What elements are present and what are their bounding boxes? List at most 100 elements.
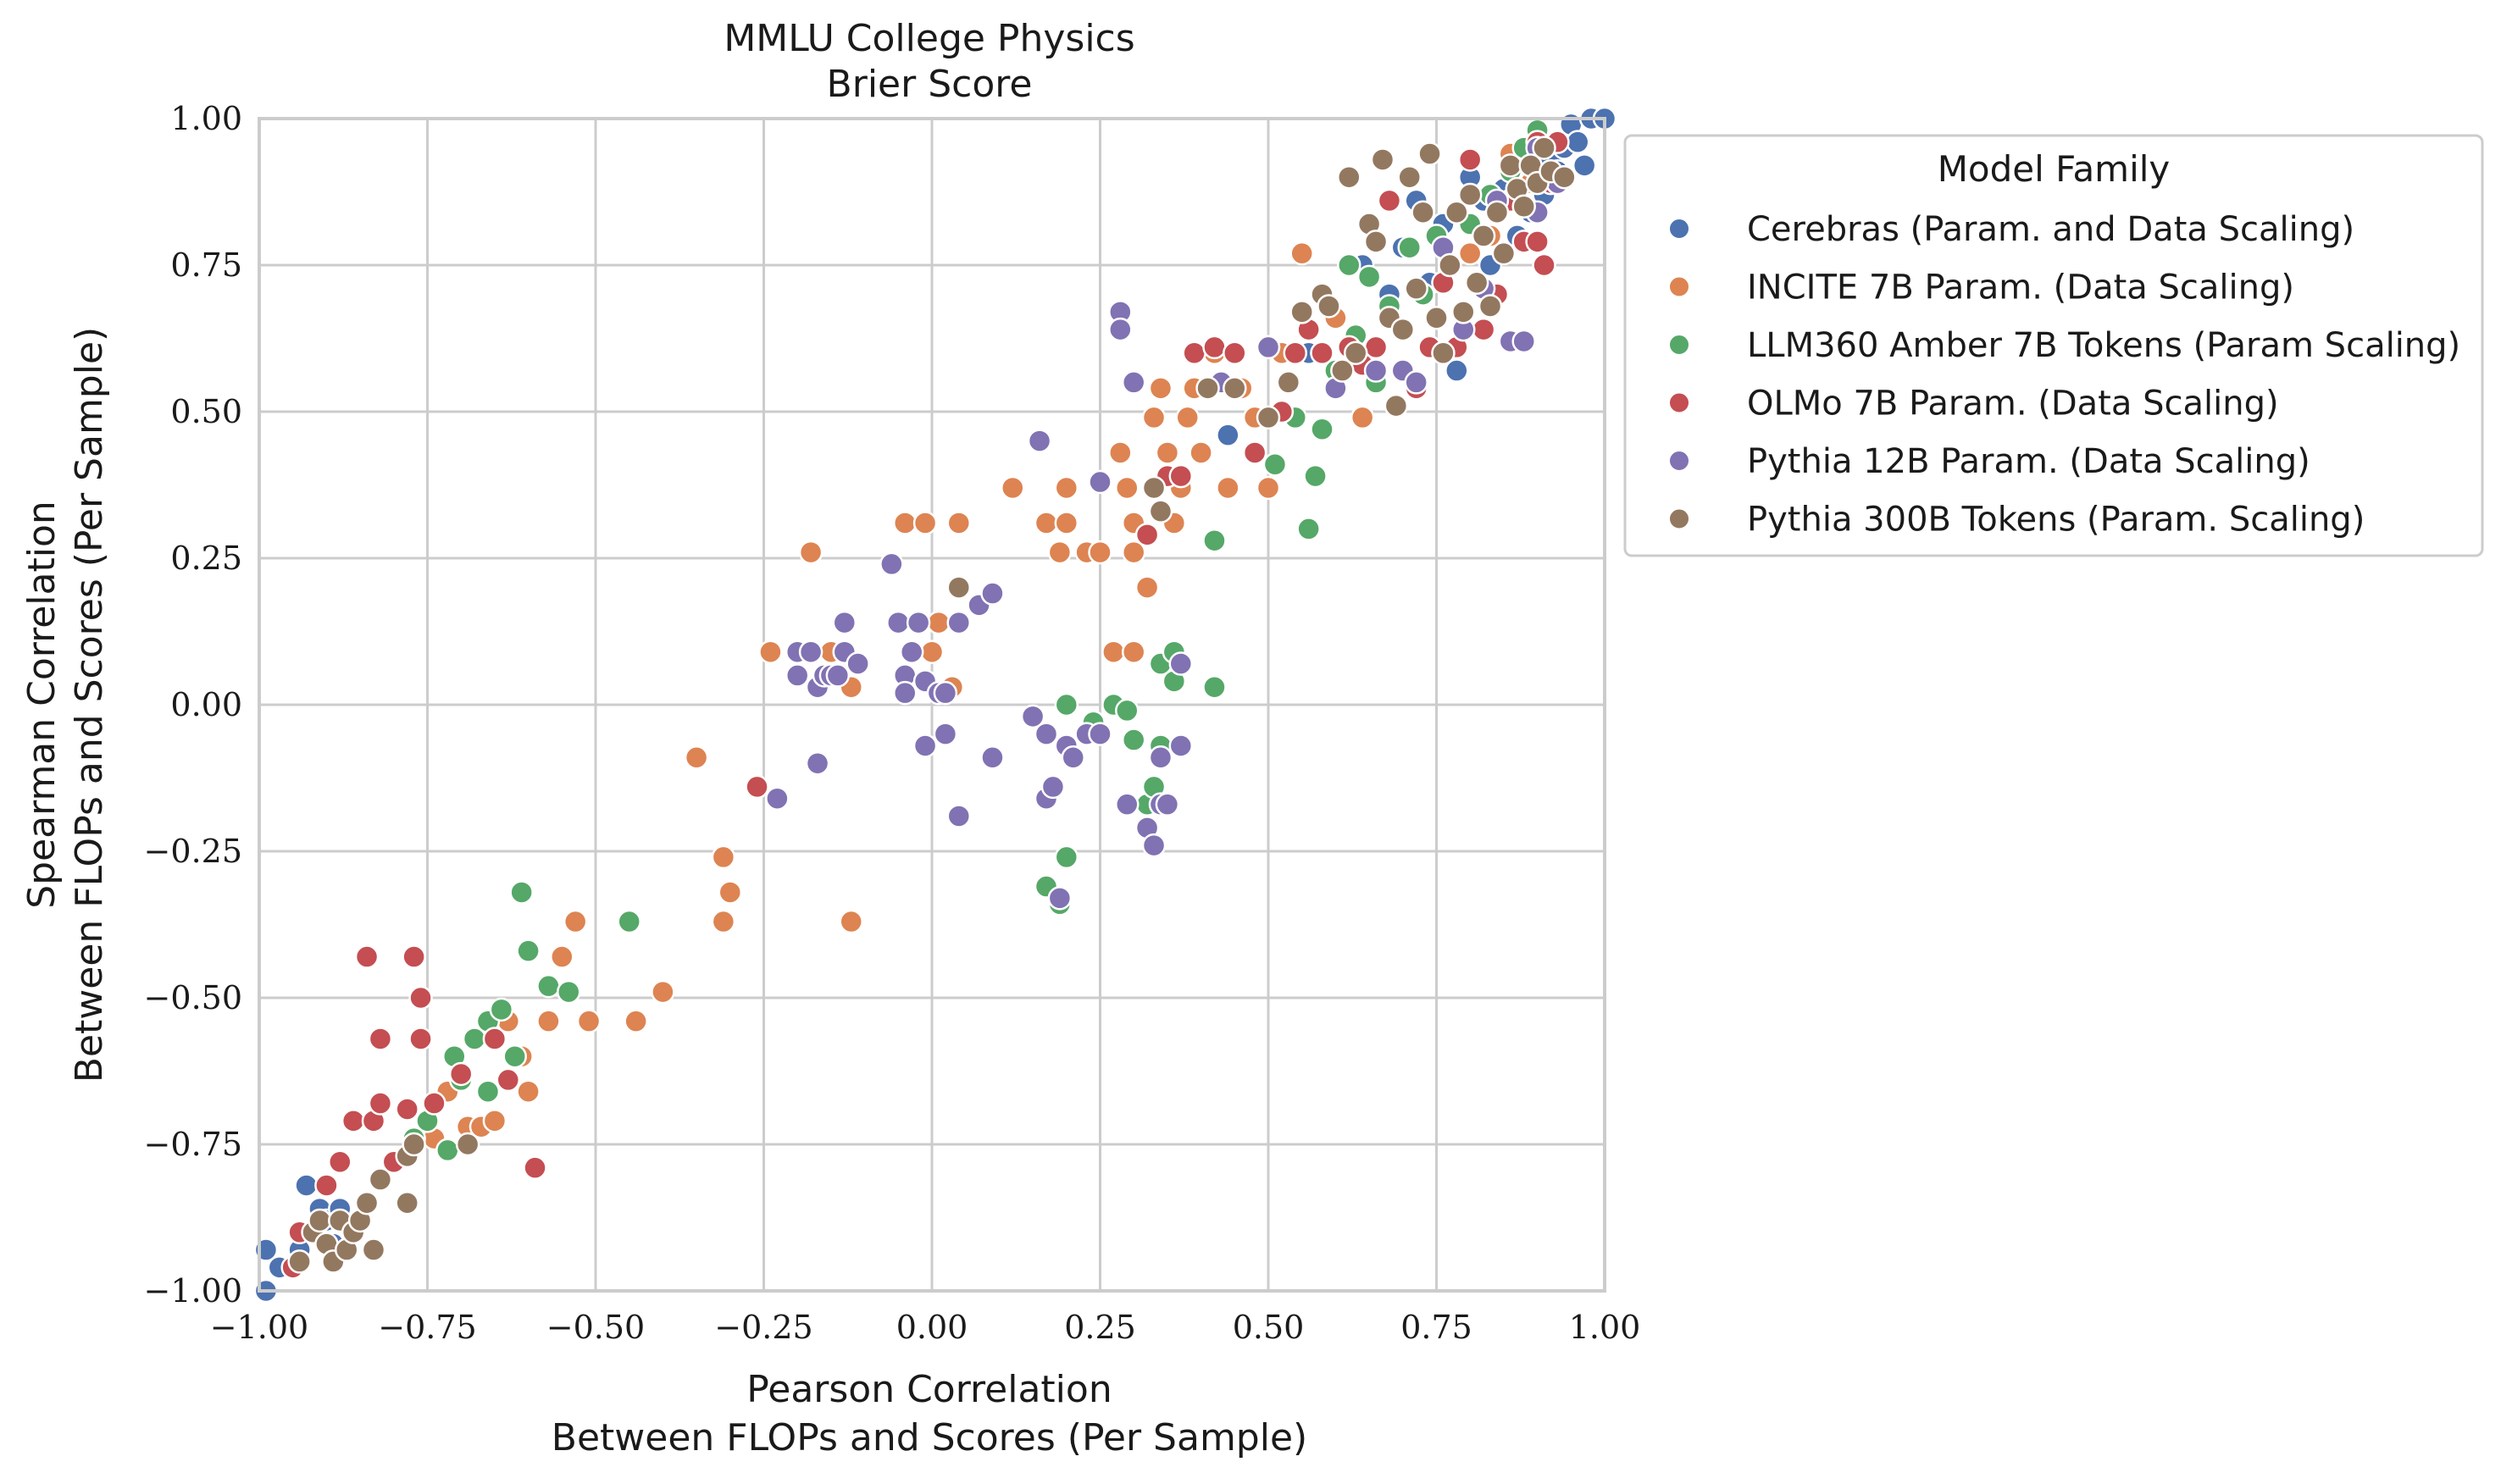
- data-point: [624, 1009, 648, 1033]
- data-point: [798, 640, 824, 664]
- x-axis-label-line2: Between FLOPs and Scores (Per Sample): [552, 1416, 1307, 1459]
- data-point: [1397, 235, 1422, 260]
- legend-entry-label: Cerebras (Param. and Data Scaling): [1747, 210, 2354, 249]
- data-point: [1565, 130, 1590, 154]
- data-point: [408, 985, 433, 1011]
- data-point: [368, 1091, 393, 1116]
- data-point: [1115, 792, 1140, 817]
- data-point: [1484, 200, 1510, 224]
- data-point: [892, 511, 918, 535]
- data-point: [402, 944, 426, 969]
- data-point: [785, 663, 810, 688]
- data-point: [482, 1109, 507, 1133]
- data-point: [1115, 475, 1140, 501]
- data-point: [1337, 252, 1361, 278]
- data-point: [946, 511, 972, 535]
- data-point: [1182, 341, 1206, 366]
- data-point: [1370, 147, 1395, 172]
- data-point: [368, 1027, 393, 1051]
- data-point: [1148, 376, 1173, 401]
- y-tick-label: 0.75: [170, 246, 242, 284]
- data-point: [1390, 317, 1416, 342]
- x-tick-label: −1.00: [210, 1309, 308, 1346]
- data-point: [1155, 440, 1180, 465]
- data-point: [1256, 335, 1281, 360]
- data-point: [509, 880, 534, 905]
- data-point: [1411, 200, 1435, 224]
- data-point: [1356, 264, 1382, 290]
- data-point: [361, 1238, 386, 1262]
- data-point: [839, 909, 863, 934]
- data-point: [1397, 164, 1422, 190]
- y-tick-label: −0.25: [144, 833, 242, 870]
- data-point: [1115, 698, 1140, 723]
- data-point: [1141, 405, 1167, 430]
- y-tick-label: −1.00: [144, 1272, 242, 1310]
- data-point: [1310, 341, 1334, 366]
- data-point: [1310, 417, 1334, 442]
- data-point: [1195, 376, 1220, 401]
- data-point: [489, 997, 514, 1022]
- data-point: [1061, 745, 1085, 770]
- data-point: [1457, 241, 1483, 266]
- data-point: [1168, 463, 1194, 489]
- data-point: [1001, 475, 1025, 501]
- data-point: [1134, 575, 1160, 600]
- data-point: [408, 1027, 433, 1051]
- y-tick-label: 0.25: [170, 540, 242, 577]
- data-point: [1283, 341, 1308, 366]
- y-tick-label: 0.50: [170, 393, 242, 430]
- data-point: [1216, 475, 1240, 501]
- data-point: [1350, 405, 1375, 430]
- data-point: [1363, 335, 1389, 360]
- chart-title: MMLU College Physics: [724, 17, 1134, 60]
- data-point: [1101, 640, 1126, 664]
- data-point: [1256, 475, 1281, 501]
- data-point: [946, 575, 972, 600]
- legend-marker: [1668, 450, 1690, 472]
- data-point: [912, 734, 938, 758]
- data-point: [805, 750, 830, 776]
- data-point: [1034, 722, 1059, 746]
- data-point: [1363, 230, 1389, 254]
- x-tick-label: 0.75: [1400, 1309, 1472, 1346]
- data-point: [354, 1190, 380, 1215]
- data-point: [1491, 241, 1517, 266]
- data-point: [314, 1173, 339, 1198]
- data-point: [1047, 886, 1073, 911]
- legend-marker: [1668, 275, 1690, 298]
- data-point: [1175, 405, 1200, 430]
- y-tick-label: −0.75: [144, 1126, 242, 1163]
- data-point: [516, 1079, 541, 1104]
- data-point: [651, 979, 675, 1005]
- data-point: [1040, 774, 1066, 800]
- data-point: [563, 909, 588, 934]
- legend-entry-label: Pythia 300B Tokens (Param. Scaling): [1747, 501, 2365, 540]
- data-point: [1511, 194, 1536, 219]
- data-point: [1054, 844, 1079, 870]
- data-point: [1121, 540, 1146, 565]
- data-point: [435, 1138, 460, 1163]
- data-point: [1457, 147, 1483, 172]
- data-point: [1088, 540, 1112, 565]
- legend-box: [1623, 134, 2484, 557]
- data-point: [395, 1097, 419, 1121]
- data-point: [328, 1149, 352, 1175]
- data-point: [1471, 317, 1496, 342]
- legend-marker: [1668, 391, 1690, 414]
- data-point: [287, 1249, 312, 1274]
- data-point: [1202, 335, 1227, 360]
- data-point: [879, 551, 904, 577]
- data-point: [1289, 241, 1314, 266]
- data-point: [1404, 370, 1428, 395]
- legend-entry-label: INCITE 7B Param. (Data Scaling): [1747, 269, 2294, 307]
- data-point: [1108, 440, 1133, 465]
- data-point: [1134, 523, 1160, 547]
- data-point: [1020, 704, 1045, 729]
- data-point: [496, 1067, 521, 1093]
- data-point: [1296, 517, 1321, 541]
- data-point: [765, 786, 790, 811]
- data-point: [1121, 728, 1146, 752]
- data-point: [1343, 341, 1368, 366]
- data-point: [745, 774, 769, 800]
